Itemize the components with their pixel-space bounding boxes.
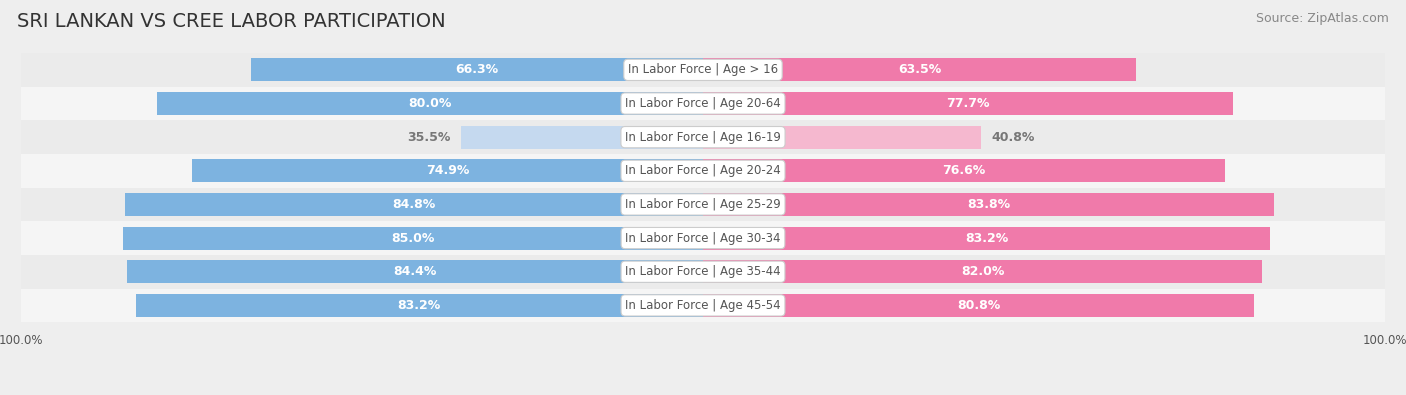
Bar (193, 159, 703, 182)
Bar (703, 58, 1136, 81)
Bar (703, 227, 1271, 250)
Bar (21, 289, 1385, 322)
Text: In Labor Force | Age 35-44: In Labor Force | Age 35-44 (626, 265, 780, 278)
Text: 63.5%: 63.5% (898, 63, 941, 76)
Bar (461, 126, 703, 149)
Text: 83.2%: 83.2% (965, 231, 1008, 245)
Bar (21, 188, 1385, 221)
Bar (703, 92, 1233, 115)
Bar (124, 227, 703, 250)
Text: 85.0%: 85.0% (391, 231, 434, 245)
Bar (250, 58, 703, 81)
Text: 35.5%: 35.5% (408, 131, 451, 144)
Text: 77.7%: 77.7% (946, 97, 990, 110)
Text: 83.8%: 83.8% (967, 198, 1011, 211)
Text: In Labor Force | Age > 16: In Labor Force | Age > 16 (628, 63, 778, 76)
Bar (703, 193, 1274, 216)
Bar (703, 260, 1263, 283)
Text: 83.2%: 83.2% (398, 299, 441, 312)
Text: 80.0%: 80.0% (409, 97, 451, 110)
Bar (135, 294, 703, 317)
Text: In Labor Force | Age 30-34: In Labor Force | Age 30-34 (626, 231, 780, 245)
Text: In Labor Force | Age 20-24: In Labor Force | Age 20-24 (626, 164, 780, 177)
Bar (21, 154, 1385, 188)
Text: SRI LANKAN VS CREE LABOR PARTICIPATION: SRI LANKAN VS CREE LABOR PARTICIPATION (17, 12, 446, 31)
Bar (125, 193, 703, 216)
Text: In Labor Force | Age 16-19: In Labor Force | Age 16-19 (626, 131, 780, 144)
Bar (703, 294, 1254, 317)
Text: 84.8%: 84.8% (392, 198, 436, 211)
Text: Source: ZipAtlas.com: Source: ZipAtlas.com (1256, 12, 1389, 25)
Bar (21, 120, 1385, 154)
Text: 82.0%: 82.0% (960, 265, 1004, 278)
Bar (21, 255, 1385, 289)
Bar (703, 159, 1226, 182)
Bar (21, 221, 1385, 255)
Bar (128, 260, 703, 283)
Text: In Labor Force | Age 45-54: In Labor Force | Age 45-54 (626, 299, 780, 312)
Text: 84.4%: 84.4% (394, 265, 437, 278)
Text: 76.6%: 76.6% (942, 164, 986, 177)
Bar (21, 53, 1385, 87)
Bar (21, 87, 1385, 120)
Bar (703, 126, 981, 149)
Bar (157, 92, 703, 115)
Text: In Labor Force | Age 20-64: In Labor Force | Age 20-64 (626, 97, 780, 110)
Text: 66.3%: 66.3% (456, 63, 499, 76)
Text: 74.9%: 74.9% (426, 164, 470, 177)
Text: 80.8%: 80.8% (957, 299, 1000, 312)
Text: In Labor Force | Age 25-29: In Labor Force | Age 25-29 (626, 198, 780, 211)
Text: 40.8%: 40.8% (991, 131, 1035, 144)
